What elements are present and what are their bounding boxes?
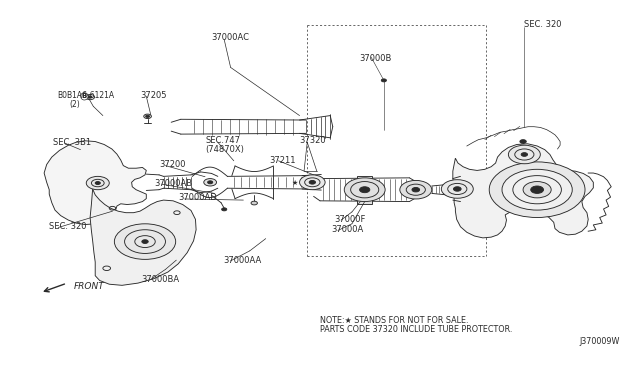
- Polygon shape: [357, 176, 372, 204]
- Circle shape: [531, 186, 543, 193]
- Circle shape: [251, 201, 257, 205]
- Text: 37000AA: 37000AA: [223, 256, 261, 264]
- Circle shape: [454, 187, 461, 191]
- Text: 37000AB: 37000AB: [154, 179, 192, 187]
- Text: 37000B: 37000B: [360, 54, 392, 62]
- Circle shape: [521, 153, 527, 156]
- Text: NOTE:★ STANDS FOR NOT FOR SALE.: NOTE:★ STANDS FOR NOT FOR SALE.: [320, 316, 468, 325]
- Circle shape: [360, 187, 370, 193]
- Circle shape: [508, 145, 540, 164]
- Polygon shape: [44, 141, 147, 225]
- Circle shape: [144, 114, 152, 119]
- Circle shape: [442, 180, 473, 198]
- Circle shape: [381, 79, 387, 82]
- Text: J370009W: J370009W: [580, 337, 620, 346]
- Text: 37000AC: 37000AC: [211, 33, 250, 42]
- Circle shape: [95, 182, 100, 185]
- Circle shape: [400, 180, 432, 199]
- Circle shape: [523, 182, 551, 198]
- Polygon shape: [90, 189, 196, 285]
- Circle shape: [489, 162, 585, 218]
- Text: (2): (2): [70, 100, 81, 109]
- Circle shape: [88, 96, 92, 98]
- Text: PARTS CODE 37320 INCLUDE TUBE PROTECTOR.: PARTS CODE 37320 INCLUDE TUBE PROTECTOR.: [320, 325, 513, 334]
- Text: SEC. 320: SEC. 320: [524, 20, 562, 29]
- Text: B0B1A6-6121A: B0B1A6-6121A: [57, 91, 114, 100]
- Text: 37000A: 37000A: [332, 225, 364, 234]
- Circle shape: [146, 115, 150, 118]
- Text: B: B: [82, 93, 87, 99]
- Text: SEC. 320: SEC. 320: [49, 222, 86, 231]
- Circle shape: [204, 179, 216, 186]
- Circle shape: [207, 181, 212, 184]
- Text: SEC.747: SEC.747: [205, 136, 240, 145]
- Circle shape: [344, 178, 385, 202]
- Circle shape: [115, 224, 175, 259]
- Text: (74870X): (74870X): [205, 145, 244, 154]
- Circle shape: [86, 176, 109, 190]
- Text: 37320: 37320: [300, 136, 326, 145]
- Circle shape: [221, 208, 227, 211]
- Circle shape: [300, 175, 325, 190]
- Circle shape: [309, 180, 316, 184]
- Polygon shape: [453, 144, 593, 238]
- Circle shape: [412, 187, 420, 192]
- Circle shape: [142, 240, 148, 243]
- Circle shape: [502, 169, 572, 210]
- Circle shape: [520, 140, 526, 143]
- Text: 37000AD: 37000AD: [178, 193, 217, 202]
- Text: 37000F: 37000F: [335, 215, 366, 224]
- Text: 37000BA: 37000BA: [141, 275, 179, 284]
- Text: SEC. 3B1: SEC. 3B1: [53, 138, 91, 147]
- Text: ★: ★: [291, 180, 298, 186]
- Text: 37200: 37200: [159, 160, 186, 169]
- Text: FRONT: FRONT: [74, 282, 105, 291]
- Text: 37211: 37211: [269, 155, 296, 164]
- Text: 37205: 37205: [140, 91, 166, 100]
